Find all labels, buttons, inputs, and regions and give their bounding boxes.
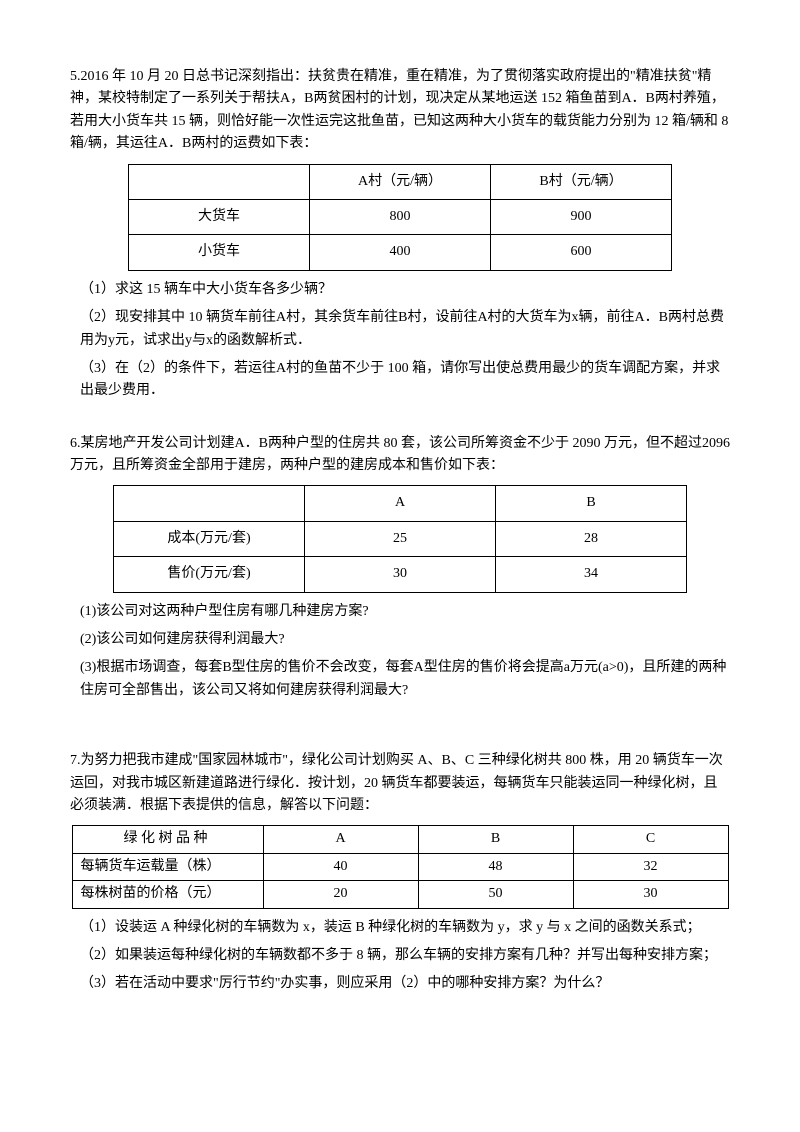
t2-r1c1: 25 <box>305 521 496 556</box>
t1-r1c0: 大货车 <box>129 199 310 234</box>
t1-r2c0: 小货车 <box>129 235 310 270</box>
t3-r1c0: 每辆货车运载量（株） <box>72 853 263 880</box>
t2-r2c2: 34 <box>496 557 687 592</box>
q6-intro: 6.某房地产开发公司计划建A．B两种户型的住房共 80 套，该公司所筹资金不少于… <box>70 433 730 478</box>
t2-r1c2: 28 <box>496 521 687 556</box>
q5-table: A村（元/辆） B村（元/辆） 大货车 800 900 小货车 400 600 <box>128 164 672 271</box>
t2-r2c1: 30 <box>305 557 496 592</box>
t1-h2: B村（元/辆） <box>491 164 672 199</box>
t2-hA: A <box>305 486 496 521</box>
q7-p1: （1）设装运 A 种绿化树的车辆数为 x，装运 B 种绿化树的车辆数为 y，求 … <box>80 917 730 939</box>
t1-r2c2: 600 <box>491 235 672 270</box>
q7-p3: （3）若在活动中要求"厉行节约"办实事，则应采用（2）中的哪种安排方案？为什么？ <box>80 973 730 995</box>
q6-table: A B 成本(万元/套) 25 28 售价(万元/套) 30 34 <box>113 485 687 592</box>
t3-r1c3: 32 <box>573 853 728 880</box>
t3-r1c1: 40 <box>263 853 418 880</box>
t1-r2c1: 400 <box>310 235 491 270</box>
t3-h0: 绿 化 树 品 种 <box>72 826 263 853</box>
t2-r1c0: 成本(万元/套) <box>114 521 305 556</box>
q5-p1: （1）求这 15 辆车中大小货车各多少辆？ <box>80 279 730 301</box>
q5-intro: 5.2016 年 10 月 20 日总书记深刻指出：扶贫贵在精准，重在精准，为了… <box>70 66 730 156</box>
t3-r2c2: 50 <box>418 881 573 908</box>
q7-table: 绿 化 树 品 种 A B C 每辆货车运载量（株） 40 48 32 每株树苗… <box>72 825 729 908</box>
q6-p1: (1)该公司对这两种户型住房有哪几种建房方案? <box>80 601 730 623</box>
t2-blank <box>114 486 305 521</box>
t3-r2c1: 20 <box>263 881 418 908</box>
t3-hC: C <box>573 826 728 853</box>
t3-r1c2: 48 <box>418 853 573 880</box>
t3-hB: B <box>418 826 573 853</box>
q7-p2: （2）如果装运每种绿化树的车辆数都不多于 8 辆，那么车辆的安排方案有几种？并写… <box>80 945 730 967</box>
t1-r1c2: 900 <box>491 199 672 234</box>
t1-r1c1: 800 <box>310 199 491 234</box>
q5-p3: （3）在（2）的条件下，若运往A村的鱼苗不少于 100 箱，请你写出使总费用最少… <box>80 358 730 403</box>
t1-blank <box>129 164 310 199</box>
q7-intro: 7.为努力把我市建成"国家园林城市"，绿化公司计划购买 A、B、C 三种绿化树共… <box>70 750 730 817</box>
t3-r2c3: 30 <box>573 881 728 908</box>
t3-hA: A <box>263 826 418 853</box>
q6-p3: (3)根据市场调查，每套B型住房的售价不会改变，每套A型住房的售价将会提高a万元… <box>80 657 730 702</box>
q5-p2: （2）现安排其中 10 辆货车前往A村，其余货车前往B村，设前往A村的大货车为x… <box>80 307 730 352</box>
q6-p2: (2)该公司如何建房获得利润最大? <box>80 629 730 651</box>
t3-r2c0: 每株树苗的价格（元） <box>72 881 263 908</box>
t2-r2c0: 售价(万元/套) <box>114 557 305 592</box>
t1-h1: A村（元/辆） <box>310 164 491 199</box>
t2-hB: B <box>496 486 687 521</box>
